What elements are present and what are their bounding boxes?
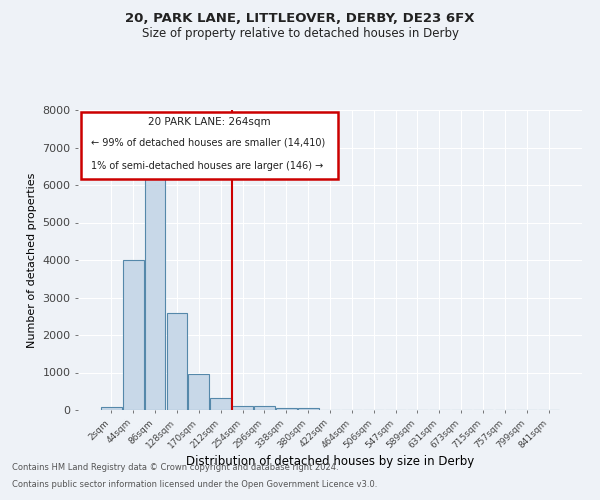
Bar [123,260,143,410]
Text: 1% of semi-detached houses are larger (146) →: 1% of semi-detached houses are larger (1… [91,161,323,171]
Bar [145,162,166,410]
Bar [276,408,296,410]
Text: 20, PARK LANE, LITTLEOVER, DERBY, DE23 6FX: 20, PARK LANE, LITTLEOVER, DERBY, DE23 6… [125,12,475,26]
Text: Size of property relative to detached houses in Derby: Size of property relative to detached ho… [142,28,458,40]
Bar [167,312,187,410]
Bar [101,408,122,410]
Text: Contains HM Land Registry data © Crown copyright and database right 2024.: Contains HM Land Registry data © Crown c… [12,464,338,472]
Bar [298,408,319,410]
Y-axis label: Number of detached properties: Number of detached properties [26,172,37,348]
Text: Contains public sector information licensed under the Open Government Licence v3: Contains public sector information licen… [12,480,377,489]
X-axis label: Distribution of detached houses by size in Derby: Distribution of detached houses by size … [186,456,474,468]
Text: ← 99% of detached houses are smaller (14,410): ← 99% of detached houses are smaller (14… [91,137,325,147]
Bar [188,374,209,410]
Text: 20 PARK LANE: 264sqm: 20 PARK LANE: 264sqm [148,116,271,126]
Bar [254,406,275,410]
Bar [210,398,231,410]
FancyBboxPatch shape [80,112,338,179]
Bar [232,406,253,410]
